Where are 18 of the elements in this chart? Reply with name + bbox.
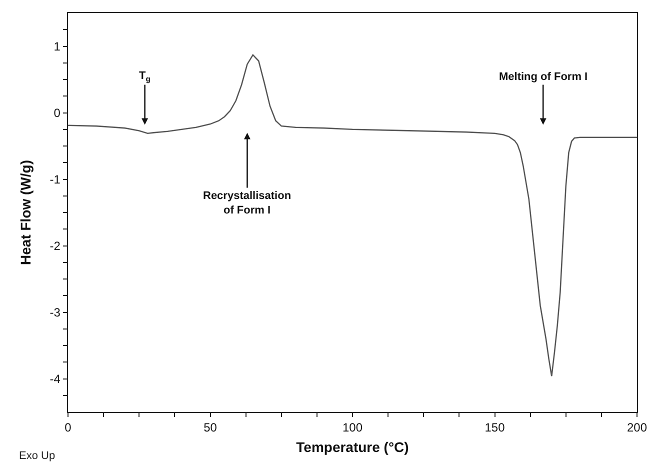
line-series xyxy=(68,54,637,377)
x-tick-label: 150 xyxy=(484,420,506,435)
x-tick-label: 0 xyxy=(64,420,72,435)
text: Exo Up xyxy=(19,450,56,462)
x-axis-title: Temperature (°C) xyxy=(296,438,409,455)
annotation: Recrystallisation of Form I xyxy=(203,190,292,216)
y-tick-label: -2 xyxy=(50,238,61,253)
y-tick-label: -1 xyxy=(50,172,61,186)
x-tick-label: 50 xyxy=(204,420,218,435)
y-tick-label: 1 xyxy=(54,39,61,54)
y-tick-label: 0 xyxy=(54,106,61,120)
y-axis-title: Heat Flow (W/g) xyxy=(17,160,34,265)
annotation: T$_{g}$ xyxy=(139,70,151,84)
x-tick-label: 100 xyxy=(342,420,363,435)
x-tick-label: 200 xyxy=(626,420,648,435)
annotation: Melting of Form I xyxy=(499,71,588,83)
y-tick-label: -3 xyxy=(50,305,61,320)
y-tick-label: -4 xyxy=(50,372,61,386)
